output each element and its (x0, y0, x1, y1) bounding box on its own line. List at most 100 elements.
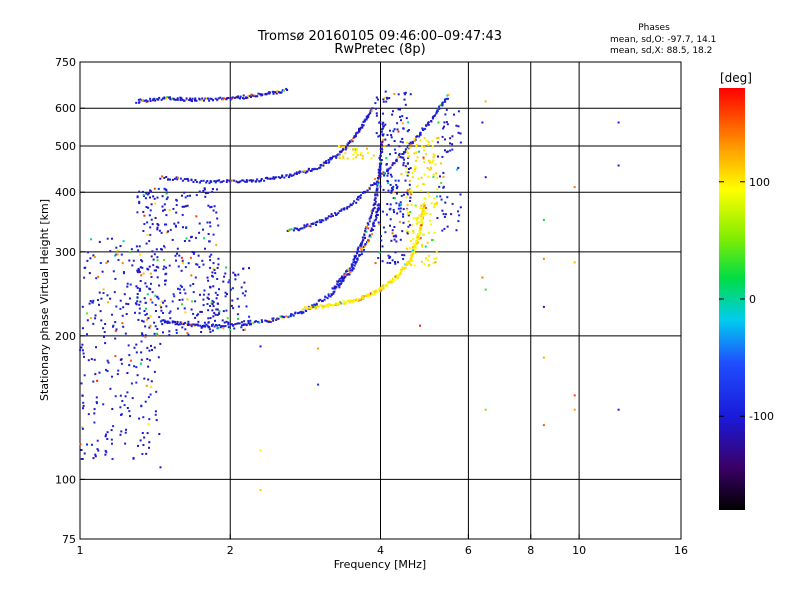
echo-point (439, 104, 442, 107)
echo-point (389, 183, 392, 186)
echo-point (457, 110, 460, 113)
echo-point (402, 221, 405, 224)
echo-point (379, 167, 382, 170)
echo-point (223, 325, 226, 328)
echo-point (298, 171, 301, 174)
echo-point (400, 194, 403, 197)
echo-point (159, 466, 162, 469)
echo-point (256, 178, 259, 181)
echo-point (381, 245, 384, 248)
echo-point (373, 225, 376, 228)
echo-point (418, 220, 421, 223)
echo-point (214, 181, 217, 184)
echo-point (187, 324, 189, 326)
echo-point (169, 317, 172, 320)
echo-point (203, 289, 206, 292)
x-axis-label: Frequency [MHz] (334, 558, 426, 571)
echo-point (352, 202, 355, 205)
echo-point (416, 156, 419, 159)
echo-point (381, 284, 384, 287)
echo-point (372, 290, 375, 293)
echo-point (174, 98, 177, 101)
echo-point (222, 180, 225, 183)
echo-point (181, 213, 184, 216)
echo-point (93, 421, 96, 424)
echo-point (410, 193, 413, 196)
echo-point (428, 254, 431, 257)
echo-point (148, 240, 151, 243)
echo-point (401, 137, 404, 140)
echo-point (245, 179, 248, 182)
echo-point (207, 297, 210, 300)
echo-point (409, 240, 412, 242)
echo-point (434, 163, 437, 166)
echo-point (166, 196, 169, 199)
echo-point (79, 349, 82, 352)
echo-point (204, 192, 207, 195)
echo-point (422, 158, 425, 160)
echo-point (340, 150, 343, 153)
echo-point (220, 325, 223, 328)
echo-point (177, 265, 180, 268)
echo-point (102, 292, 105, 294)
echo-point (161, 319, 164, 322)
echo-point (407, 156, 410, 159)
echo-point (136, 293, 139, 295)
echo-point (234, 273, 236, 276)
echo-point (138, 289, 141, 292)
echo-point (173, 98, 176, 101)
echo-point (406, 193, 409, 196)
echo-point (362, 245, 365, 248)
echo-point (379, 120, 382, 123)
echo-point (395, 274, 398, 277)
echo-point (142, 416, 145, 419)
echo-point (412, 238, 415, 241)
echo-point (141, 432, 144, 434)
echo-point (279, 177, 282, 179)
echo-point (104, 449, 107, 452)
echo-point (163, 245, 165, 248)
echo-point (356, 252, 359, 254)
echo-point (167, 96, 170, 99)
echo-point (306, 223, 309, 226)
echo-point (201, 97, 204, 100)
echo-point (250, 180, 253, 183)
echo-point (227, 97, 230, 99)
echo-point (375, 114, 378, 117)
echo-point (121, 322, 124, 325)
echo-point (398, 154, 401, 157)
echo-point (401, 141, 404, 144)
echo-point (161, 195, 164, 198)
echo-point (129, 415, 131, 418)
echo-point (96, 448, 99, 451)
echo-point (327, 294, 330, 297)
echo-point (87, 413, 90, 416)
echo-point (268, 91, 271, 94)
echo-point (444, 138, 446, 141)
echo-point (348, 301, 351, 304)
echo-point (296, 227, 298, 230)
echo-point (177, 323, 180, 326)
echo-point (164, 283, 167, 286)
echo-point (362, 190, 365, 193)
echo-point (112, 324, 115, 327)
echo-point (363, 295, 366, 297)
echo-point (162, 209, 164, 212)
echo-point (145, 307, 147, 310)
echo-point (106, 237, 109, 240)
echo-point (437, 121, 440, 124)
echo-point (86, 319, 89, 322)
echo-point (369, 184, 372, 187)
echo-point (430, 167, 433, 170)
echo-point (430, 202, 433, 205)
echo-point (217, 257, 220, 260)
echo-point (403, 267, 406, 270)
echo-point (294, 227, 297, 230)
echo-point (137, 268, 140, 271)
echo-point (399, 203, 402, 205)
echo-point (94, 314, 97, 317)
echo-point (353, 258, 356, 261)
echo-point (420, 145, 423, 147)
echo-point (211, 275, 214, 278)
echo-point (136, 211, 139, 214)
